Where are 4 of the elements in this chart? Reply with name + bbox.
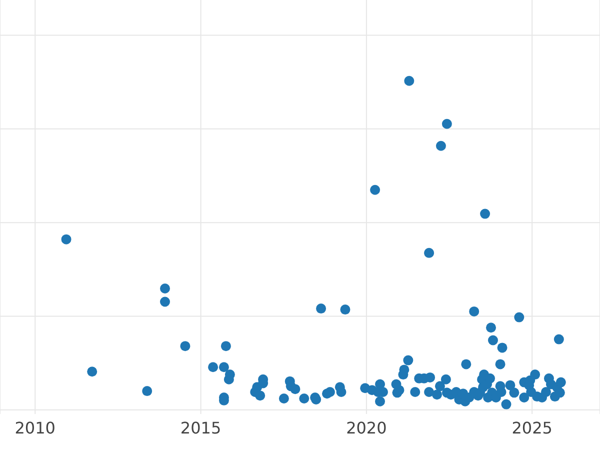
x-tick-label: 2020 [346,418,387,438]
x-tick-label: 2010 [14,418,56,438]
x-tick-label: 2025 [512,418,552,438]
x-tick-label: 2015 [180,418,222,438]
